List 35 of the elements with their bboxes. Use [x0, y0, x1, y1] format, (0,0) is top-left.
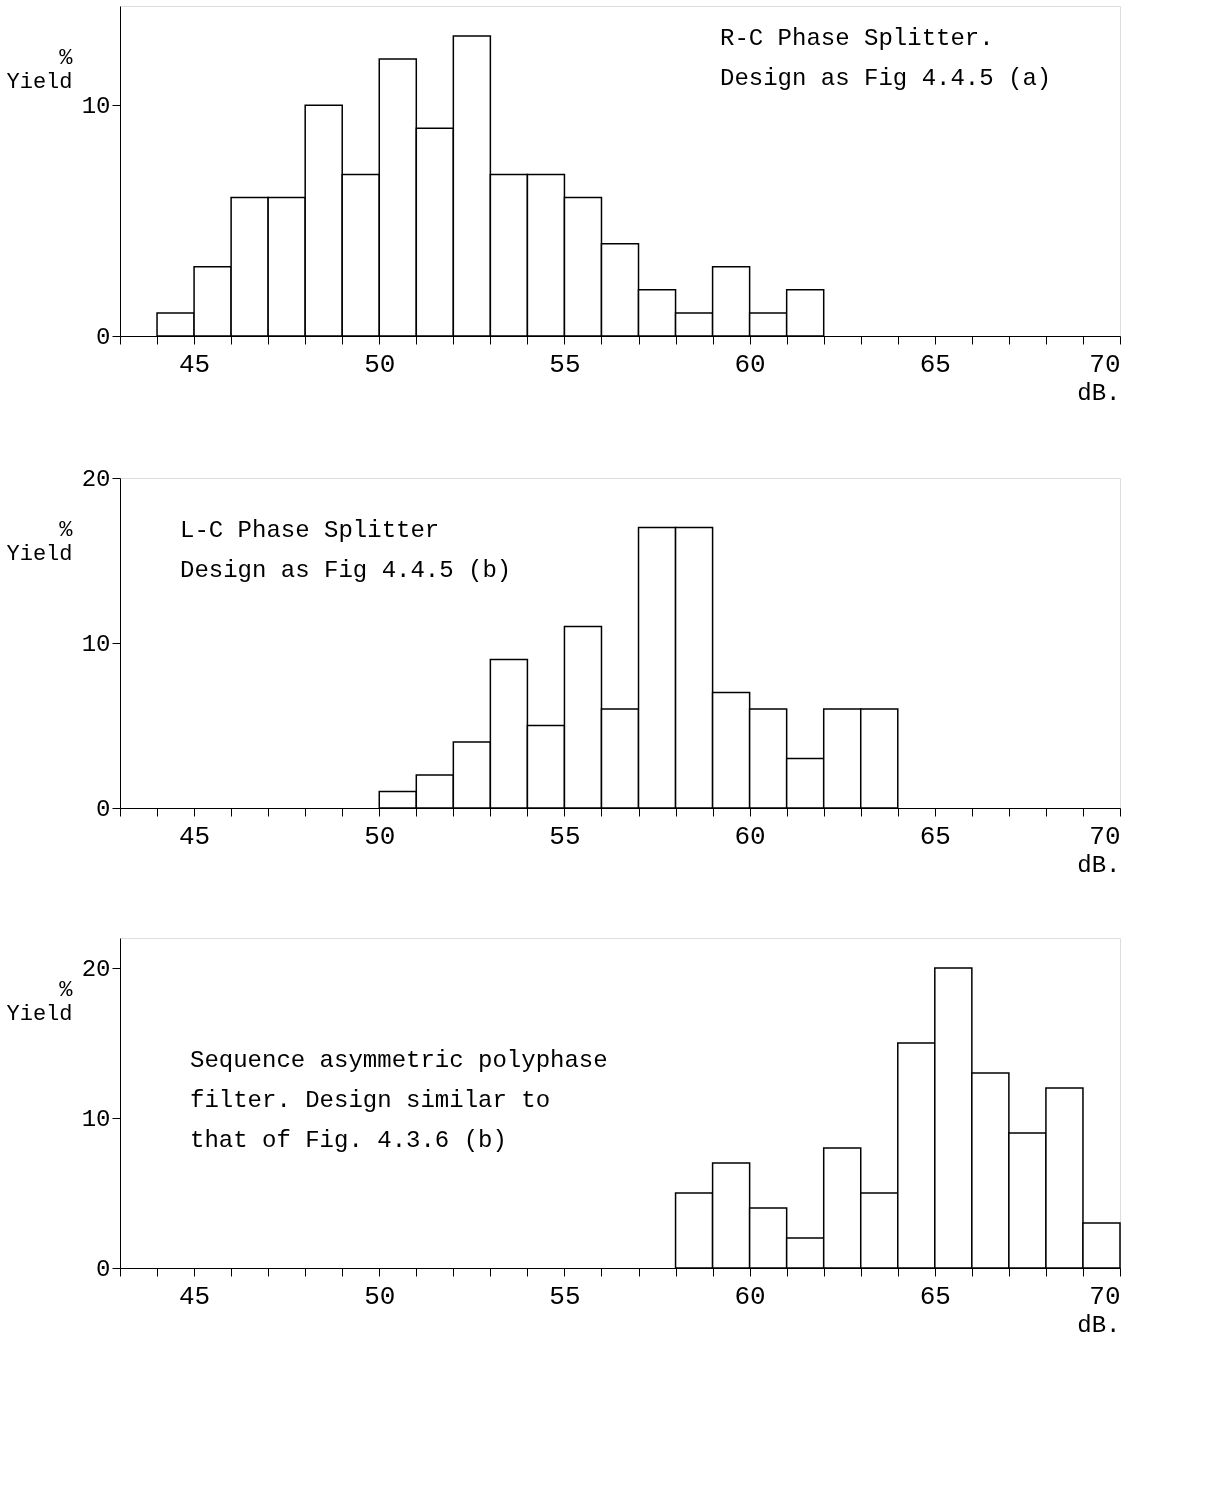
x-tick-label: 65	[919, 1281, 951, 1312]
x-tick-label: 45	[178, 349, 211, 380]
x-tick-label: 50	[364, 1281, 396, 1312]
x-tick-label: 55	[549, 349, 581, 380]
y-axis-title: % Yield	[6, 517, 74, 567]
x-tick-label: 65	[919, 821, 951, 852]
x-tick-label: 45	[178, 1281, 211, 1312]
x-axis-title: dB.	[1077, 1311, 1121, 1339]
x-tick-label: 60	[734, 821, 766, 852]
x-tick-label: 50	[364, 349, 396, 380]
x-tick-label: 70	[1089, 821, 1121, 852]
y-tick-label: 20	[81, 465, 111, 493]
y-tick-label: 0	[96, 795, 111, 823]
x-tick-label: 60	[734, 1281, 766, 1312]
y-tick-label: 10	[81, 1105, 111, 1133]
y-axis-title: % Yield	[6, 977, 74, 1027]
text: Sequence asymmetric polyphase filter. Design similar to that of Fig. 4.3.6 (b)	[190, 1047, 608, 1154]
y-tick-label: 10	[81, 630, 111, 658]
x-tick-label: 50	[364, 821, 396, 852]
y-tick-label: 0	[96, 1255, 111, 1283]
y-axis-title: % Yield	[6, 45, 74, 95]
y-tick-label: 0	[96, 323, 111, 351]
x-tick-label: 65	[919, 349, 951, 380]
x-tick-label: 60	[734, 349, 766, 380]
x-axis-title: dB.	[1077, 379, 1121, 407]
text: L-C Phase Splitter Design as Fig 4.4.5 (b)	[180, 517, 512, 584]
x-tick-label: 55	[549, 1281, 581, 1312]
x-tick-label: 70	[1089, 349, 1121, 380]
x-tick-label: 45	[178, 821, 211, 852]
x-axis-title: dB.	[1077, 851, 1121, 879]
x-tick-label: 70	[1089, 1281, 1121, 1312]
y-tick-label: 10	[81, 92, 111, 120]
text: R-C Phase Splitter. Design as Fig 4.4.5 (a)	[720, 25, 1052, 92]
x-tick-label: 55	[549, 821, 581, 852]
y-tick-label: 20	[81, 955, 111, 983]
